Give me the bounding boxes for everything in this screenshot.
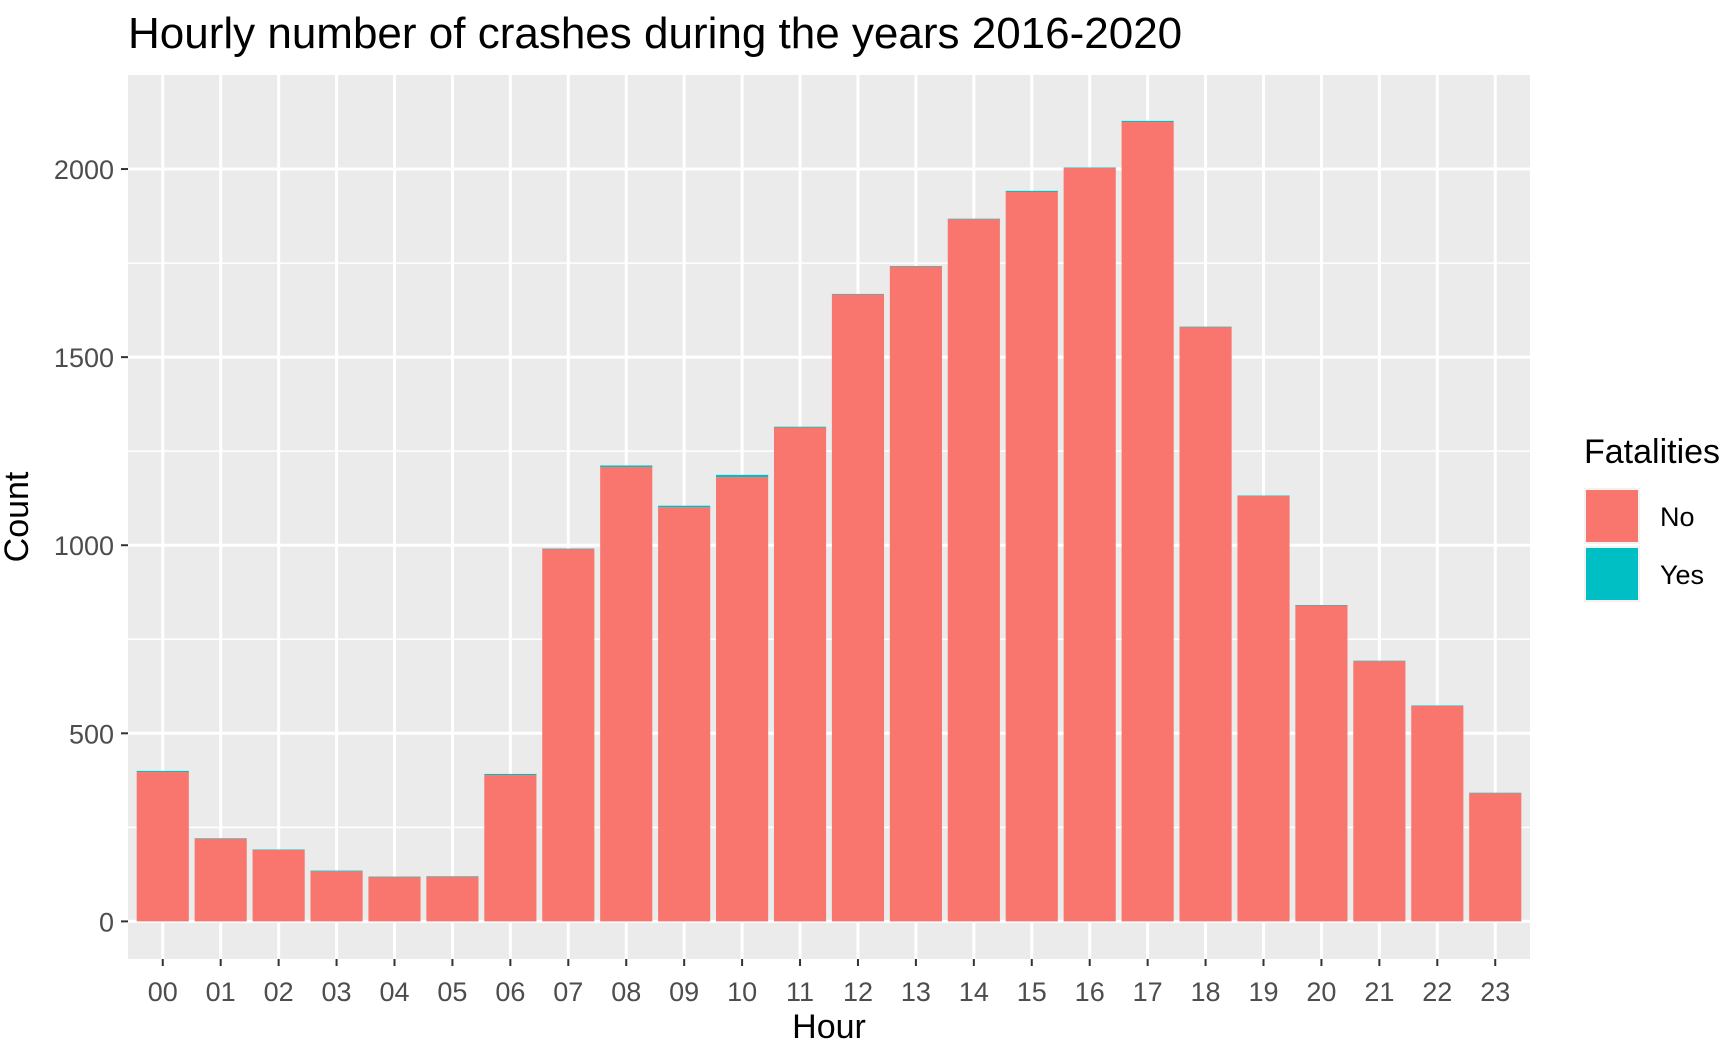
bar-no-14 [947,219,1000,922]
bar-yes-23 [1469,792,1522,794]
x-tick-label: 20 [1306,977,1336,1007]
legend: Fatalities No Yes [1584,433,1720,602]
bar-yes-20 [1295,605,1348,606]
bar-no-15 [1005,191,1058,922]
y-axis-ticks: 0 500 1000 1500 2000 [54,155,128,937]
bar-no-03 [310,871,363,922]
legend-label-yes: Yes [1660,560,1704,590]
x-tick-label: 04 [379,977,409,1007]
bar-yes-18 [1179,326,1232,328]
bar-no-06 [484,775,537,922]
legend-title: Fatalities [1584,433,1720,471]
bar-no-08 [600,466,653,922]
x-tick-label: 05 [437,977,467,1007]
legend-key-yes [1586,548,1638,600]
bar-no-19 [1237,495,1290,922]
legend-label-no: No [1660,502,1695,532]
bar-yes-06 [484,773,537,776]
bar-no-07 [542,548,595,922]
x-tick-label: 06 [495,977,525,1007]
x-tick-label: 11 [786,977,814,1007]
bar-yes-04 [368,876,421,878]
y-tick-label: 1000 [54,531,114,561]
bar-no-09 [658,507,711,922]
y-tick-label: 2000 [54,155,114,185]
bar-yes-10 [716,474,769,478]
x-tick-label: 14 [959,977,989,1007]
bar-yes-03 [310,870,363,872]
bar-yes-09 [658,505,711,508]
bar-no-02 [252,849,305,922]
bar-no-12 [831,294,885,922]
bar-yes-19 [1237,495,1290,497]
bar-no-18 [1179,327,1232,922]
bar-yes-11 [773,426,827,428]
bar-yes-01 [194,838,247,839]
x-tick-label: 21 [1364,977,1394,1007]
x-tick-label: 08 [611,977,641,1007]
x-tick-label: 13 [901,977,931,1007]
x-tick-label: 02 [264,977,294,1007]
bar-yes-17 [1121,120,1174,123]
x-tick-label: 10 [727,977,757,1007]
bar-no-04 [368,876,421,922]
bar-yes-21 [1353,660,1406,662]
bar-no-16 [1063,167,1116,922]
x-tick-label: 03 [322,977,352,1007]
bar-no-17 [1121,122,1174,922]
y-tick-label: 1500 [54,343,114,373]
bar-no-21 [1353,661,1406,922]
x-tick-label: 17 [1133,977,1163,1007]
bar-yes-07 [542,548,595,550]
x-tick-label: 01 [206,977,236,1007]
x-tick-label: 22 [1422,977,1452,1007]
x-tick-label: 07 [553,977,583,1007]
x-tick-label: 23 [1480,977,1510,1007]
x-axis-title: Hour [792,1008,866,1046]
bars [136,120,1522,922]
bar-yes-15 [1005,190,1058,192]
bar-no-10 [716,477,769,922]
bar-yes-14 [947,218,1000,220]
x-axis-ticks: 00 01 02 03 04 05 06 07 08 09 10 11 12 13 14 15 16 17 18 19… [148,959,1510,1007]
bar-no-22 [1411,705,1464,922]
x-tick-label: 09 [669,977,699,1007]
bar-no-13 [889,266,942,922]
legend-key-no [1586,490,1638,542]
chart-title: Hourly number of crashes during the year… [128,9,1182,58]
bar-yes-00 [136,770,189,773]
x-tick-label: 16 [1075,977,1105,1007]
bar-no-20 [1295,605,1348,922]
bar-no-00 [136,772,189,922]
x-tick-label: 12 [843,977,873,1007]
y-axis-title: Count [0,471,36,562]
bar-yes-08 [600,465,653,467]
y-tick-label: 0 [99,907,114,937]
bar-no-05 [426,876,479,922]
bar-yes-22 [1411,705,1464,706]
bar-yes-16 [1063,167,1116,169]
bar-yes-02 [252,849,305,851]
x-tick-label: 00 [148,977,178,1007]
x-tick-label: 19 [1248,977,1278,1007]
bar-no-01 [194,838,247,922]
bar-yes-13 [889,266,942,267]
bar-no-23 [1469,793,1522,922]
x-tick-label: 18 [1191,977,1221,1007]
x-tick-label: 15 [1017,977,1047,1007]
bar-no-11 [773,427,827,922]
y-tick-label: 500 [69,719,114,749]
bar-yes-12 [831,293,885,295]
bar-yes-05 [426,876,479,877]
